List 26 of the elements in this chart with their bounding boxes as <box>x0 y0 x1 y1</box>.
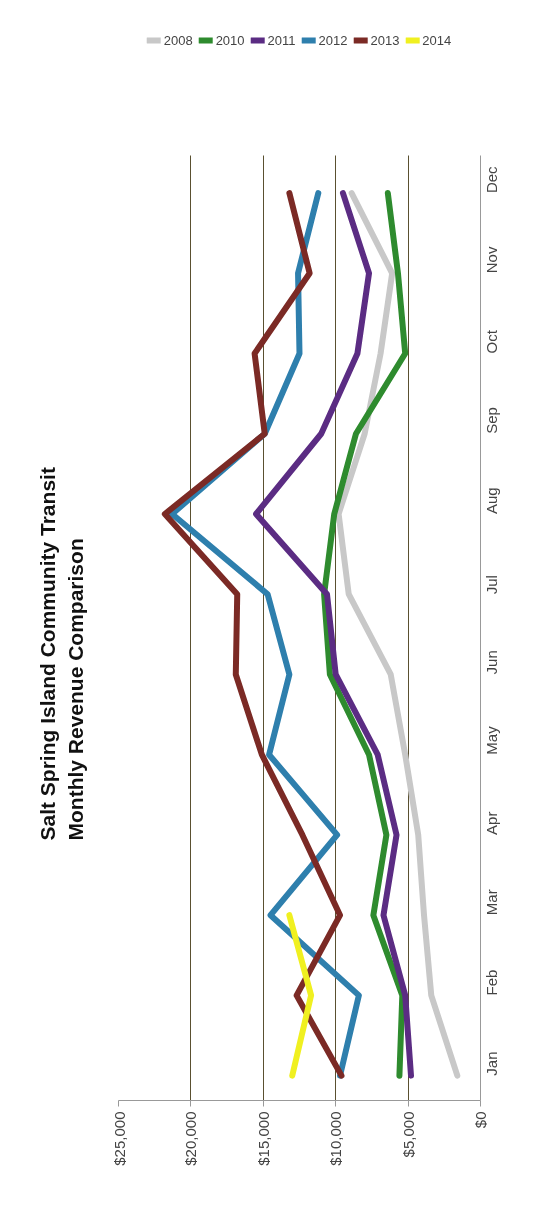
legend-label: 2008 <box>163 32 193 48</box>
y-tick-label: Jan <box>483 1051 500 1076</box>
y-tick-label: May <box>483 725 500 755</box>
y-tick-label: Oct <box>483 329 500 354</box>
y-tick-label: Apr <box>483 811 500 835</box>
y-tick-label: Dec <box>483 165 500 194</box>
legend-label: 2011 <box>267 32 296 48</box>
legend-label: 2012 <box>318 32 348 48</box>
legend-label: 2013 <box>370 32 400 48</box>
x-tick-label: $5,000 <box>399 1111 417 1158</box>
y-tick-label: Nov <box>483 246 500 274</box>
y-tick-label: Aug <box>483 487 500 514</box>
x-tick-label: $15,000 <box>254 1111 272 1166</box>
y-tick-label: Mar <box>483 889 500 916</box>
x-tick-label: $0 <box>472 1111 489 1129</box>
y-tick-label: Sep <box>483 407 500 434</box>
text: Salt Spring Island Community Transit <box>35 467 59 841</box>
legend-label: 2014 <box>422 32 452 48</box>
legend-label: 2010 <box>215 32 245 48</box>
x-tick-label: $20,000 <box>182 1111 200 1166</box>
x-tick-label: $10,000 <box>327 1111 345 1166</box>
x-tick-label: $25,000 <box>110 1111 128 1166</box>
y-tick-label: Jun <box>483 650 500 675</box>
y-tick-label: Feb <box>483 969 500 996</box>
y-tick-label: Jul <box>483 575 500 595</box>
text: Monthly Revenue Comparison <box>63 538 87 841</box>
